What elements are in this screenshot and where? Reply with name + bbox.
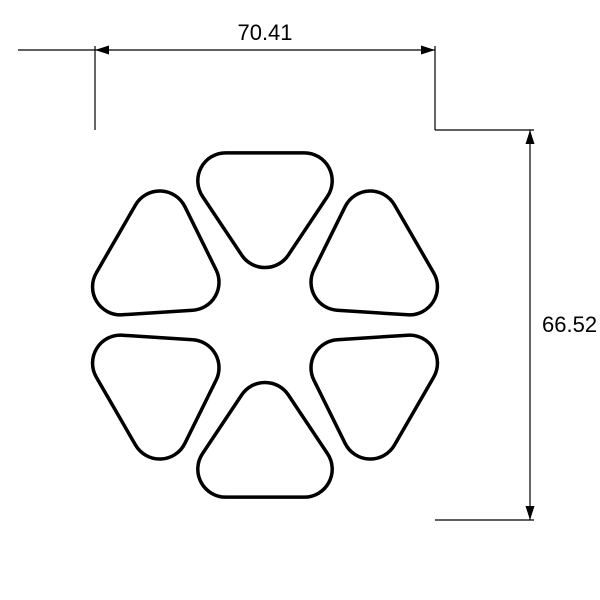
petal-5 [93, 191, 219, 315]
width-arrow-right [421, 46, 435, 55]
petal-3 [198, 382, 332, 497]
width-dimension: 70.41 [18, 20, 435, 130]
petal-4 [93, 335, 219, 459]
petal-1 [311, 191, 437, 315]
petal-2 [311, 335, 437, 459]
height-dim-label: 66.52 [542, 312, 597, 337]
height-dimension: 66.52 [435, 130, 597, 520]
petal-0 [198, 153, 332, 268]
width-arrow-left [95, 46, 109, 55]
height-arrow-bottom [526, 506, 535, 520]
dimensioned-shape-diagram: 70.41 66.52 [0, 0, 600, 600]
hexagonal-flower-shape [93, 153, 438, 497]
width-dim-label: 70.41 [237, 20, 292, 45]
height-arrow-top [526, 130, 535, 144]
